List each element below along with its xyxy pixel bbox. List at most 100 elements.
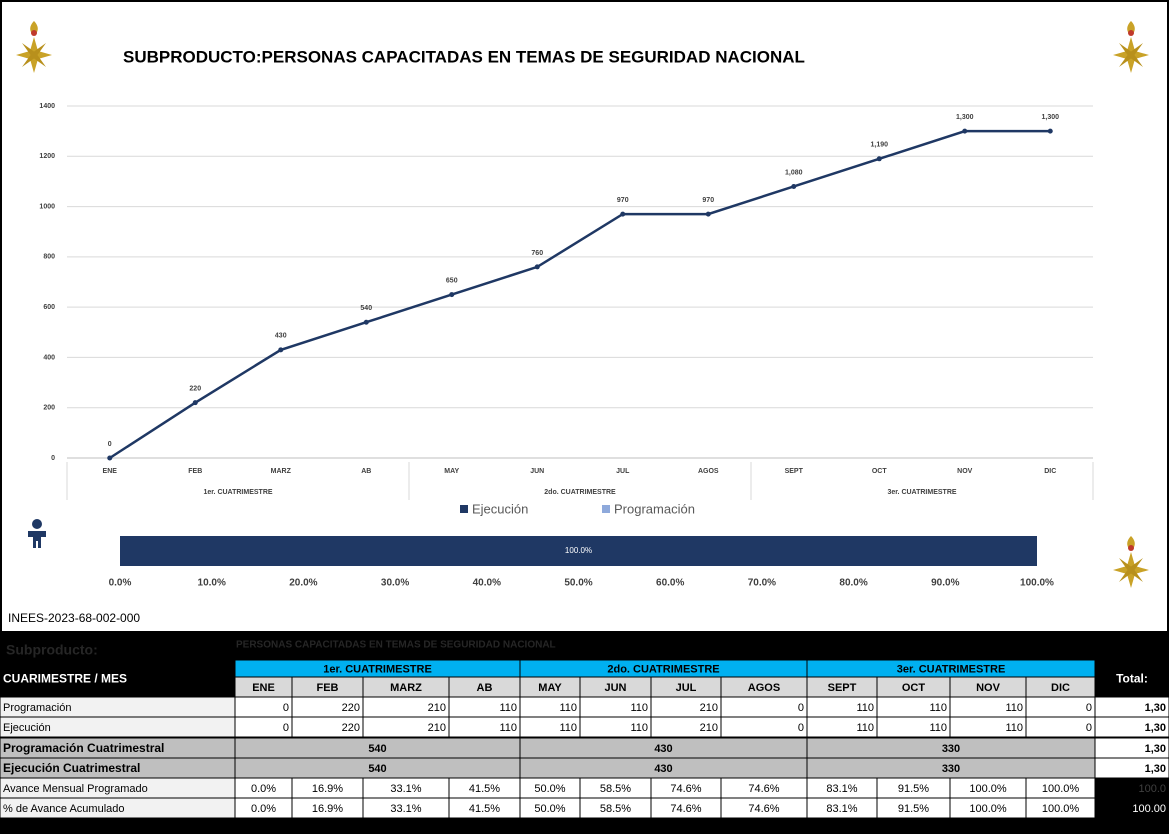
row-total: 100.00 xyxy=(1132,803,1166,815)
table-header: CUARIMESTRE / MES xyxy=(3,672,127,686)
x-tick-label: 0.0% xyxy=(109,578,132,589)
y-tick-label: 1400 xyxy=(39,103,55,110)
point xyxy=(107,455,113,461)
data-label: 970 xyxy=(617,197,629,204)
point xyxy=(620,211,626,217)
point xyxy=(876,156,882,162)
table-value: 58.5% xyxy=(600,783,631,795)
table-value: 74.6% xyxy=(670,783,701,795)
table-value: 0 xyxy=(283,702,289,714)
table-value: 220 xyxy=(342,702,360,714)
y-tick-label: 200 xyxy=(43,405,55,412)
x-tick-label: 20.0% xyxy=(289,578,317,589)
month-header: JUL xyxy=(676,682,697,694)
table-value: 0 xyxy=(283,722,289,734)
x-tick-label: DIC xyxy=(1044,468,1056,475)
data-label: 1,080 xyxy=(785,169,803,176)
month-header: ENE xyxy=(252,682,275,694)
table-value: 0 xyxy=(798,722,804,734)
table-value: 220 xyxy=(342,722,360,734)
group-label: 2do. CUATRIMESTRE xyxy=(544,489,616,496)
table-value: 110 xyxy=(559,702,577,714)
data-label: 430 xyxy=(275,333,287,340)
table-value: 330 xyxy=(942,743,960,755)
table-value: 100.0% xyxy=(1042,803,1080,815)
x-tick-label: 60.0% xyxy=(656,578,684,589)
row-label: Ejecución xyxy=(3,722,51,734)
legend-label: Ejecución xyxy=(472,501,528,516)
row-label: % de Avance Acumulado xyxy=(3,803,125,815)
table-value: 74.6% xyxy=(748,783,779,795)
table-value: 16.9% xyxy=(312,803,343,815)
subproduct: PERSONAS CAPACITADAS EN TEMAS DE SEGURID… xyxy=(236,640,556,651)
table-value: 50.0% xyxy=(534,783,565,795)
table-value: 210 xyxy=(428,702,446,714)
series-line xyxy=(109,129,1051,460)
table-value: 100.0% xyxy=(1042,783,1080,795)
table-value: 74.6% xyxy=(748,803,779,815)
table-value: 0 xyxy=(1086,722,1092,734)
point xyxy=(363,319,369,325)
table-value: 0.0% xyxy=(251,783,276,795)
table-value: 210 xyxy=(428,722,446,734)
x-tick-label: NOV xyxy=(957,468,973,475)
table-value: 83.1% xyxy=(826,803,857,815)
y-tick-label: 600 xyxy=(43,304,55,311)
chart-title: SUBPRODUCTO:PERSONAS CAPACITADAS EN TEMA… xyxy=(123,47,805,66)
person-icon xyxy=(28,519,46,548)
row-total: 1,30 xyxy=(1145,763,1166,775)
x-tick-label: AB xyxy=(361,468,371,475)
point xyxy=(534,264,540,270)
x-tick-label: 10.0% xyxy=(198,578,226,589)
table-value: 0.0% xyxy=(251,803,276,815)
month-header: MARZ xyxy=(390,682,422,694)
table-value-cell xyxy=(1025,716,1096,738)
row-label: Programación xyxy=(3,702,71,714)
y-tick-label: 1000 xyxy=(39,203,55,210)
month-header: OCT xyxy=(902,682,926,694)
y-tick-label: 400 xyxy=(43,354,55,361)
table-value: 41.5% xyxy=(469,783,500,795)
table-value: 33.1% xyxy=(390,783,421,795)
group-label: 1er. CUATRIMESTRE xyxy=(203,489,272,496)
data-label: 220 xyxy=(189,386,201,393)
x-tick-label: OCT xyxy=(872,468,888,475)
table-value: 210 xyxy=(700,722,718,734)
month-header: JUN xyxy=(604,682,626,694)
table-value: 100.0% xyxy=(969,783,1007,795)
data-label: 760 xyxy=(531,250,543,257)
row-total: 1,30 xyxy=(1145,722,1166,734)
x-tick-label: SEPT xyxy=(785,468,804,475)
table-value: 330 xyxy=(942,763,960,775)
data-label: 100.0% xyxy=(565,546,592,555)
table-value-cell xyxy=(720,716,808,738)
total-header: Total: xyxy=(1116,672,1148,686)
table-value: 110 xyxy=(856,702,874,714)
x-tick-label: MARZ xyxy=(271,468,292,475)
point xyxy=(962,128,968,134)
y-tick-label: 0 xyxy=(51,455,55,462)
point xyxy=(705,211,711,217)
background xyxy=(0,0,1169,632)
point xyxy=(791,183,797,189)
table-value: 110 xyxy=(929,722,947,734)
point xyxy=(278,347,284,353)
table-value: 210 xyxy=(700,702,718,714)
x-tick-label: MAY xyxy=(444,468,459,475)
table-value: 91.5% xyxy=(898,803,929,815)
row-total-cell xyxy=(1094,716,1169,738)
row-label: Programación Cuatrimestral xyxy=(3,741,164,755)
total-header-cell xyxy=(1094,659,1169,698)
table-value: 110 xyxy=(856,722,874,734)
table-value: 110 xyxy=(559,722,577,734)
table-value: 110 xyxy=(1005,702,1023,714)
table-value: 0 xyxy=(798,702,804,714)
row-label: Ejecución Cuatrimestral xyxy=(3,761,140,775)
bar xyxy=(120,536,1037,566)
table-value: 540 xyxy=(368,743,386,755)
month-header: FEB xyxy=(317,682,339,694)
x-tick-label: 80.0% xyxy=(839,578,867,589)
data-label: 1,190 xyxy=(870,142,888,149)
table-value: 50.0% xyxy=(534,803,565,815)
